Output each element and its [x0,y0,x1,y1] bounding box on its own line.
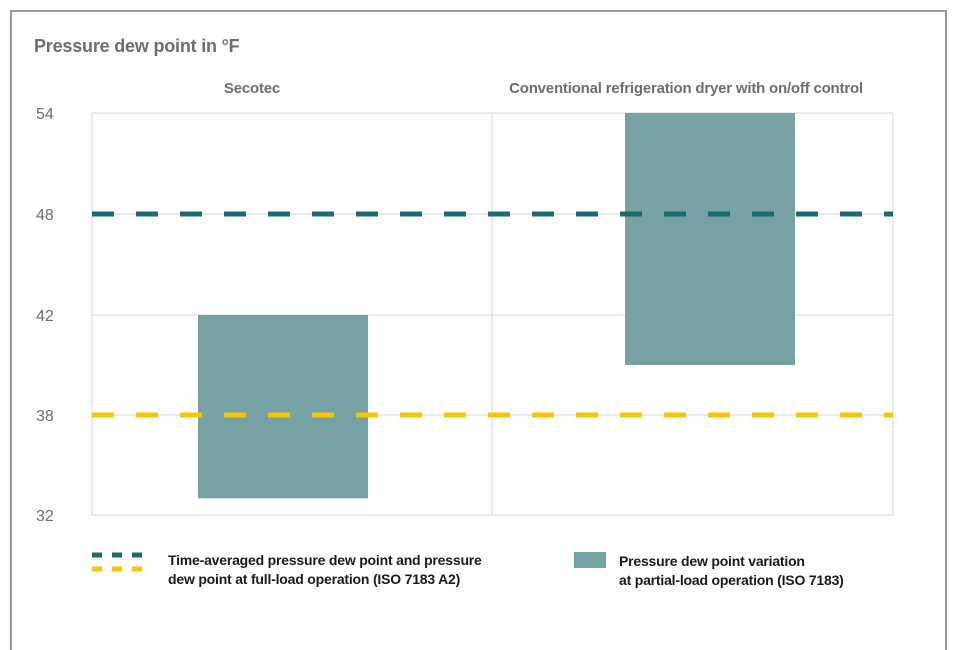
chart-plot: 32 38 42 48 54 [36,106,894,525]
category-label-secotec: Secotec [223,80,281,97]
y-tick-label-54: 54 [36,106,54,123]
legend-box-entry-line1: Pressure dew point variation [619,553,805,569]
legend-dash-yellow [92,566,148,572]
legend-box-entry-line2: at partial-load operation (ISO 7183) [619,572,844,588]
range-bar-1 [625,113,795,365]
y-tick-label-42: 42 [36,308,54,325]
chart-frame [10,10,947,650]
range-bar-0 [198,315,368,499]
chart-title: Pressure dew point in °F [34,36,240,56]
y-tick-label-48: 48 [36,207,54,224]
legend-range-swatch [574,552,606,568]
category-label-conventional: Conventional refrigeration dryer with on… [509,80,863,97]
y-tick-label-32: 32 [36,508,54,525]
legend-dash-teal [92,552,148,558]
y-tick-label-38: 38 [36,408,54,425]
legend-line-entry: Time-averaged pressure dew point and pre… [168,551,482,589]
legend-line-entry-line1: Time-averaged pressure dew point and pre… [168,552,482,568]
legend-box-entry: Pressure dew point variation at partial-… [619,552,844,590]
legend-line-entry-line2: dew point at full-load operation (ISO 71… [168,571,461,587]
